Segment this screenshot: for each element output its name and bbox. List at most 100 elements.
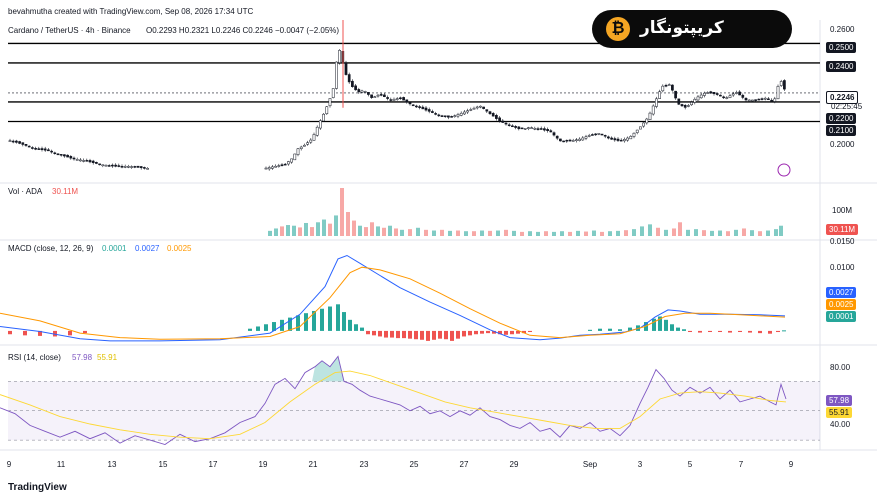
macd-histogram-bar xyxy=(83,330,87,334)
macd-histogram-bar xyxy=(698,330,702,333)
macd-histogram-bar xyxy=(652,318,656,331)
volume-bar xyxy=(758,231,762,236)
candle-down xyxy=(565,139,569,142)
candle-up xyxy=(325,106,329,114)
candle-up xyxy=(751,99,754,102)
candle-down xyxy=(405,99,409,103)
candle-down xyxy=(543,128,546,131)
brand-name: کریپتونگار xyxy=(640,18,724,38)
volume-bar xyxy=(624,230,628,236)
candle-down xyxy=(21,142,25,145)
macd-histogram-bar xyxy=(618,329,622,331)
candle-up xyxy=(629,136,633,140)
candle-up xyxy=(395,98,399,100)
candle-up xyxy=(373,96,377,98)
candle-down xyxy=(546,129,549,132)
volume-bar xyxy=(322,219,326,236)
volume-bar xyxy=(376,226,380,236)
candle-down xyxy=(712,92,716,95)
volume-bar xyxy=(600,231,604,236)
candle-down xyxy=(485,109,489,112)
macd-histogram-bar xyxy=(264,324,268,331)
candle-down xyxy=(738,91,741,96)
volume-bar xyxy=(766,230,770,236)
candle-down xyxy=(514,126,517,128)
volume-bar xyxy=(672,228,676,236)
x-axis-label: 13 xyxy=(108,460,117,469)
volume-bar xyxy=(616,230,620,236)
candle-down xyxy=(47,149,50,152)
candle-up xyxy=(338,50,341,63)
candle-up xyxy=(530,127,533,129)
macd-hist-badge: 0.0001 xyxy=(826,311,857,322)
candle-up xyxy=(456,114,460,117)
candle-down xyxy=(11,140,15,143)
volume-bar xyxy=(686,229,690,236)
candle-up xyxy=(696,96,700,101)
candle-down xyxy=(357,89,361,93)
rsi-ma-line xyxy=(0,370,787,440)
brand-badge: ₿ کریپتونگار xyxy=(592,10,792,48)
candle-down xyxy=(139,166,143,169)
volume-bar xyxy=(340,188,344,236)
candle-up xyxy=(319,120,322,129)
candle-down xyxy=(482,106,485,109)
candle-up xyxy=(277,165,281,167)
macd-histogram-bar xyxy=(504,330,508,335)
candle-up xyxy=(725,97,729,99)
macd-histogram-bar xyxy=(360,327,364,331)
candle-down xyxy=(549,130,553,133)
candle-down xyxy=(495,115,498,119)
volume-label: Vol · ADA xyxy=(8,187,43,196)
candle-down xyxy=(744,98,748,101)
candle-down xyxy=(143,167,146,169)
macd-histogram-bar xyxy=(384,330,388,338)
candle-down xyxy=(351,80,354,87)
candle-up xyxy=(527,127,530,129)
x-axis-label: 25 xyxy=(410,460,419,469)
macd-histogram-bar xyxy=(776,330,780,333)
macd-histogram-bar xyxy=(498,330,502,335)
volume-bar xyxy=(370,222,374,236)
volume-bar xyxy=(750,230,754,236)
volume-tick: 100M xyxy=(832,206,853,215)
volume-bar xyxy=(464,231,468,236)
candle-down xyxy=(511,125,514,128)
volume-bar xyxy=(432,230,436,236)
volume-bar xyxy=(678,222,682,236)
bar-countdown: 02:25:45 xyxy=(831,102,863,111)
candle-up xyxy=(466,110,469,113)
candle-up xyxy=(687,105,690,107)
candle-down xyxy=(415,105,418,108)
tradingview-logo: TradingView xyxy=(8,482,67,493)
candle-down xyxy=(555,135,559,139)
lightning-icon xyxy=(777,163,791,177)
macd-histogram-bar xyxy=(366,330,370,335)
candle-up xyxy=(623,139,626,142)
macd-histogram-bar xyxy=(420,330,424,340)
candle-down xyxy=(443,115,447,117)
macd-histogram-bar xyxy=(682,329,686,331)
candle-down xyxy=(59,154,63,156)
volume-bar xyxy=(528,231,532,236)
macd-histogram-bar xyxy=(522,330,526,334)
candle-up xyxy=(463,111,466,115)
candle-up xyxy=(584,136,588,139)
macd-histogram-bar xyxy=(288,317,292,331)
volume-bar xyxy=(400,229,404,236)
macd-histogram-bar xyxy=(426,330,430,341)
rsi-ma-value: 55.91 xyxy=(97,353,118,362)
macd-histogram-bar xyxy=(348,319,352,331)
volume-bar xyxy=(648,224,652,236)
macd-histogram-bar xyxy=(658,316,662,331)
candle-down xyxy=(280,164,284,166)
candle-up xyxy=(127,166,130,168)
candle-down xyxy=(31,147,34,149)
candle-down xyxy=(40,148,44,151)
candle-up xyxy=(376,94,380,97)
candle-down xyxy=(504,122,508,125)
macd-histogram-bar xyxy=(608,328,612,331)
macd-histogram-bar xyxy=(468,330,472,336)
candle-down xyxy=(69,156,73,159)
candle-down xyxy=(133,166,137,168)
